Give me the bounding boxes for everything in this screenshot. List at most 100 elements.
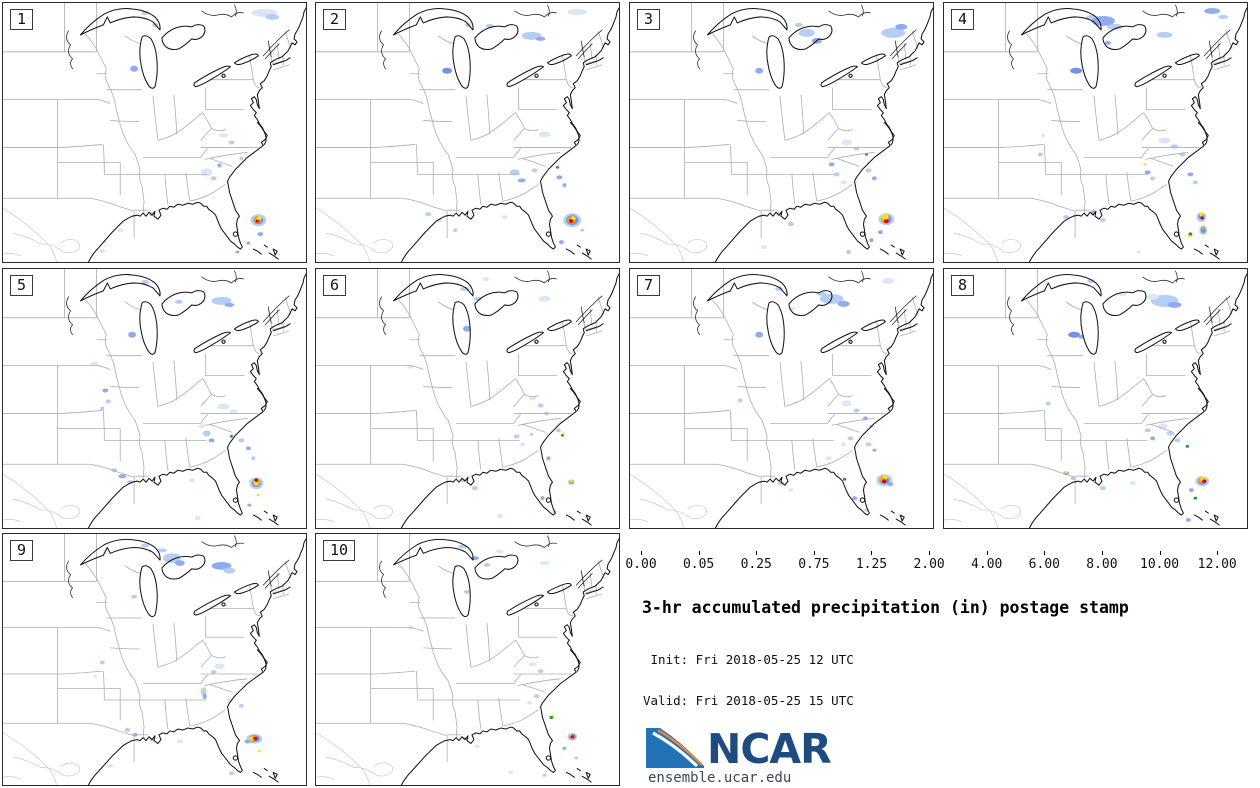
precip-blob	[538, 295, 551, 302]
precip-blob	[464, 589, 470, 594]
precip-blob	[1201, 226, 1205, 230]
precip-blob	[574, 756, 579, 760]
precip-blob	[127, 480, 134, 485]
precip-blob	[156, 548, 167, 553]
precip-blob	[1143, 163, 1147, 166]
precip-blob	[538, 131, 551, 138]
precip-blob	[755, 67, 764, 74]
precip-blob	[174, 299, 183, 304]
precip-blob	[788, 488, 794, 493]
precip-blob	[482, 276, 489, 281]
precip-blob	[737, 398, 743, 403]
precip-blob	[1185, 444, 1190, 448]
precip-blob	[865, 442, 872, 447]
precip-blob	[1193, 496, 1198, 500]
us-map	[630, 3, 933, 262]
precip-blob	[211, 296, 232, 305]
precip-blob	[527, 701, 533, 705]
colorbar-tick-label: 2.00	[913, 557, 945, 572]
colorbar-tick	[1044, 551, 1046, 555]
precip-blob	[124, 728, 131, 732]
precip-blob	[1192, 180, 1198, 185]
precip-blob	[1064, 471, 1068, 474]
ensemble-member-panel: 6	[315, 268, 620, 529]
us-map	[944, 269, 1247, 528]
precip-blob	[251, 456, 256, 461]
precip-blob	[210, 176, 217, 181]
precip-field	[755, 22, 908, 255]
precip-blob	[501, 215, 508, 220]
precip-blob	[1086, 14, 1096, 19]
precip-blob	[93, 674, 98, 678]
precip-blob	[520, 442, 526, 447]
precip-blob	[463, 325, 471, 332]
precip-blob	[846, 250, 852, 255]
colorbar-tick-label: 0.00	[625, 557, 657, 572]
precip-blob	[560, 434, 564, 437]
precip-blob	[881, 214, 889, 221]
precip-blob	[203, 690, 206, 693]
precip-blob	[217, 163, 222, 168]
precip-blob	[562, 746, 567, 750]
precip-blob	[254, 478, 259, 482]
colorbar-tick-label: 0.75	[798, 557, 830, 572]
precip-blob	[1185, 518, 1191, 523]
precip-blob	[881, 27, 906, 38]
precip-blob	[217, 403, 230, 410]
precip-blob	[442, 67, 453, 74]
precip-blob	[529, 432, 534, 436]
precip-blob	[202, 693, 207, 700]
precip-blob	[539, 561, 550, 565]
precip-field	[425, 8, 588, 245]
precip-field	[90, 279, 264, 521]
precip-blob	[882, 277, 895, 284]
precip-blob	[1158, 137, 1171, 144]
precip-blob	[245, 446, 251, 451]
colorbar-tick	[813, 551, 815, 555]
precip-blob	[865, 168, 872, 173]
timestamp-block: Init: Fri 2018-05-25 12 UTC Valid: Fri 2…	[643, 625, 854, 735]
precip-blob	[210, 670, 217, 674]
precip-blob	[852, 496, 858, 501]
precip-blob	[569, 219, 572, 222]
precip-blob	[1174, 438, 1181, 443]
precip-blob	[200, 168, 213, 177]
colorbar-tick	[871, 551, 873, 555]
precip-blob	[425, 212, 432, 217]
precip-blob	[1070, 67, 1083, 74]
panel-number-badge: 4	[951, 9, 975, 30]
precip-blob	[256, 493, 260, 497]
precip-blob	[1068, 331, 1081, 338]
precip-blob	[474, 744, 480, 749]
precip-blob	[471, 486, 478, 491]
precip-blob	[1104, 40, 1111, 45]
precip-blob	[1150, 436, 1156, 441]
precip-blob	[128, 331, 137, 338]
colorbar-tick-label: 4.00	[971, 557, 1003, 572]
us-map	[3, 269, 306, 528]
precip-blob	[496, 514, 503, 519]
colorbar-tick-label: 12.00	[1197, 557, 1237, 572]
precip-blob	[194, 516, 201, 521]
colorbar-tick	[929, 551, 931, 555]
precip-blob	[473, 296, 482, 301]
precip-blob	[546, 456, 551, 461]
precip-blob	[1144, 170, 1151, 175]
colorbar-tick	[641, 551, 642, 555]
precip-blob	[841, 442, 847, 447]
precip-blob	[787, 222, 794, 227]
precip-blob	[253, 736, 258, 741]
panel-number-badge: 6	[323, 275, 347, 296]
precip-blob	[570, 735, 575, 739]
precip-blob	[141, 543, 150, 548]
precip-blob	[882, 475, 888, 480]
precip-blob	[188, 478, 195, 483]
ensemble-member-panel: 8	[943, 268, 1248, 529]
precip-blob	[1146, 293, 1159, 300]
precip-blob	[528, 662, 537, 667]
precip-blob	[833, 172, 840, 177]
ensemble-member-panel: 7	[629, 268, 934, 529]
precip-blob	[1045, 401, 1051, 406]
ncar-logo: NCAR ensemble.ucar.edu	[646, 728, 832, 786]
precip-blob	[495, 549, 504, 554]
